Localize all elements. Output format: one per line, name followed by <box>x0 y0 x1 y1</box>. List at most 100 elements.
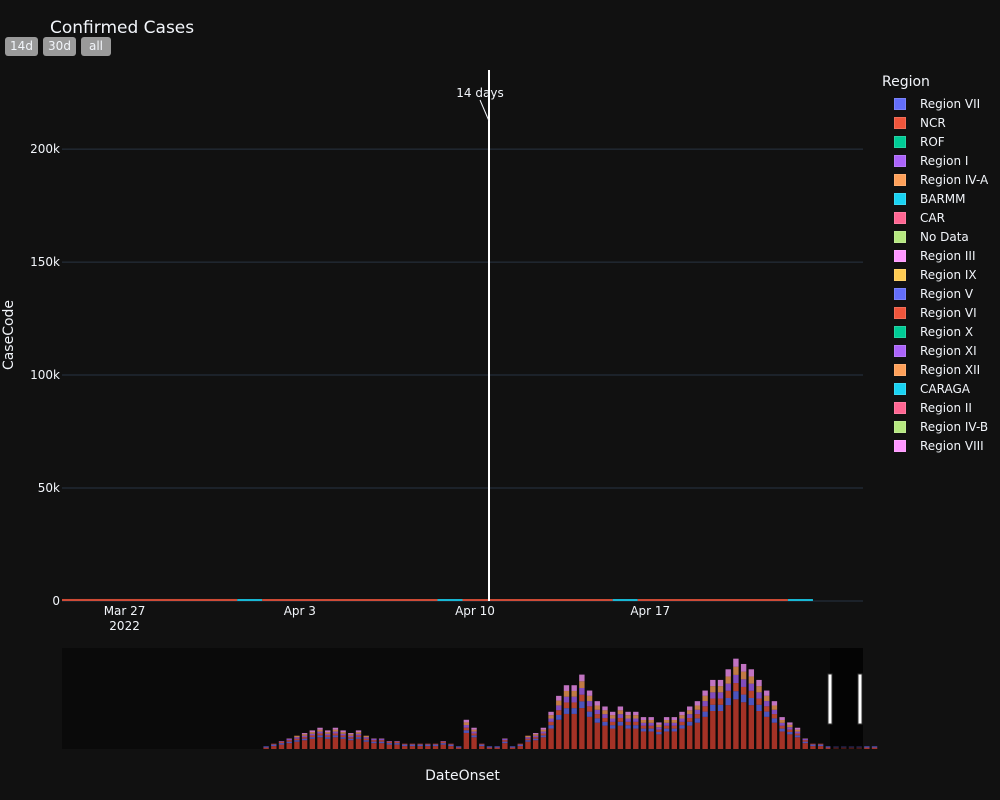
legend-item[interactable]: Region VIII <box>882 436 988 455</box>
range-button-all[interactable]: all <box>81 37 111 56</box>
legend-item[interactable]: ROF <box>882 132 988 151</box>
legend-label: Region V <box>920 286 974 301</box>
legend-item[interactable]: Region IV-B <box>882 417 988 436</box>
slider-bar <box>710 711 716 749</box>
slider-bar-segment <box>294 738 300 741</box>
slider-bar-segment <box>733 658 739 667</box>
slider-bar-segment <box>540 735 547 738</box>
range-slider[interactable] <box>62 648 878 749</box>
slider-bar <box>640 731 647 749</box>
slider-bar-segment <box>471 731 477 734</box>
slider-bar-segment <box>540 729 547 732</box>
x-tick-sublabel: 2022 <box>109 619 140 633</box>
slider-bar <box>633 728 639 749</box>
slider-bar-segment <box>317 735 323 738</box>
slider-bar-segment <box>440 743 446 745</box>
slider-bar-segment <box>440 741 446 742</box>
range-button-30d[interactable]: 30d <box>43 37 76 56</box>
slider-bar-segment <box>810 744 816 747</box>
legend-item[interactable]: BARMM <box>882 189 988 208</box>
slider-bar-segment <box>710 692 716 699</box>
legend-item[interactable]: CARAGA <box>882 379 988 398</box>
slider-bar-segment <box>301 738 308 741</box>
slider-bar-segment <box>617 710 624 715</box>
slider-bar-segment <box>648 719 654 723</box>
legend-item[interactable]: No Data <box>882 227 988 246</box>
legend-item[interactable]: Region I <box>882 151 988 170</box>
slider-bar <box>540 737 547 749</box>
slider-bar-segment <box>525 738 531 741</box>
legend-item[interactable]: Region II <box>882 398 988 417</box>
slider-bar-segment <box>656 731 662 735</box>
slider-bar-segment <box>463 725 470 728</box>
slider-bar-segment <box>579 681 585 688</box>
slider-bar-segment <box>278 741 285 744</box>
legend-label: ROF <box>920 134 945 149</box>
slider-bar-segment <box>325 732 331 734</box>
legend-item[interactable]: Region VI <box>882 303 988 322</box>
slider-bar-segment <box>463 722 470 726</box>
slider-bar-segment <box>556 710 562 715</box>
slider-bar-segment <box>294 737 300 739</box>
slider-bar-segment <box>771 705 778 710</box>
slider-bar-segment <box>340 730 346 733</box>
slider-bar-segment <box>378 738 385 741</box>
slider-bar-segment <box>602 721 608 726</box>
legend-item[interactable]: NCR <box>882 113 988 132</box>
slider-bar-segment <box>486 746 493 748</box>
slider-bar-segment <box>602 717 608 722</box>
legend-item[interactable]: Region III <box>882 246 988 265</box>
slider-bar-segment <box>494 746 500 748</box>
range-button-14d[interactable]: 14d <box>5 37 38 56</box>
y-axis-title: CaseCode <box>1 299 17 371</box>
slider-bar-segment <box>286 741 292 744</box>
slider-bar <box>325 738 331 749</box>
slider-bar-segment <box>317 727 323 730</box>
slider-bar-segment <box>771 718 778 723</box>
slider-bar-segment <box>263 746 269 748</box>
slider-bar-segment <box>779 728 785 732</box>
slider-bar-segment <box>617 717 624 722</box>
slider-bar-segment <box>286 738 292 741</box>
slider-bar <box>864 747 870 749</box>
legend-item[interactable]: Region XII <box>882 360 988 379</box>
slider-bar-segment <box>471 733 477 736</box>
slider-bar <box>656 734 662 749</box>
slider-bar-segment <box>756 679 762 687</box>
legend-label: CAR <box>920 210 945 225</box>
slider-bar-segment <box>579 674 585 682</box>
legend-item[interactable]: Region IV-A <box>882 170 988 189</box>
legend-item[interactable]: Region V <box>882 284 988 303</box>
slider-bar-segment <box>656 729 662 732</box>
slider-bar-segment <box>756 686 762 693</box>
slider-bar-segment <box>502 741 508 744</box>
slider-bar-segment <box>409 744 416 747</box>
slider-bar-segment <box>386 741 393 742</box>
legend-item[interactable]: CAR <box>882 208 988 227</box>
legend-swatch <box>894 401 906 414</box>
legend-item[interactable]: Region X <box>882 322 988 341</box>
slider-bar-segment <box>779 719 785 723</box>
slider-bar-segment <box>340 733 346 736</box>
slider-bar-segment <box>794 735 801 738</box>
slider-bar-segment <box>417 743 423 745</box>
slider-bar-segment <box>748 683 755 691</box>
slider-bar <box>363 741 369 749</box>
slider-bar-segment <box>340 735 346 738</box>
slider-bar-segment <box>740 694 747 703</box>
slider-bar <box>817 746 824 749</box>
slider-bar-segment <box>586 690 593 696</box>
slider-bar-segment <box>317 733 323 736</box>
slider-bar-segment <box>455 746 462 748</box>
legend-swatch <box>894 116 906 129</box>
slider-bar <box>332 737 339 749</box>
legend-item[interactable]: Region IX <box>882 265 988 284</box>
slider-bar-segment <box>633 715 639 719</box>
slider-bar <box>286 743 292 749</box>
slider-bar-segment <box>378 741 385 744</box>
slider-bar-segment <box>348 735 354 738</box>
legend-item[interactable]: Region XI <box>882 341 988 360</box>
legend-item[interactable]: Region VII <box>882 94 988 113</box>
